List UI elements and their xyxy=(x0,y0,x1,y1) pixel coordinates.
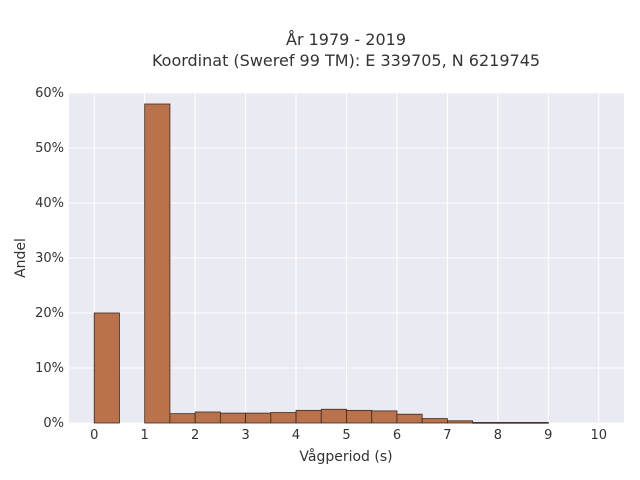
histogram-bar xyxy=(144,103,171,424)
histogram-bar xyxy=(522,422,549,424)
y-tick-label: 40% xyxy=(35,196,64,211)
histogram-bar xyxy=(320,408,347,424)
histogram-bar xyxy=(295,409,322,424)
y-tick-label: 10% xyxy=(35,361,64,376)
x-tick-label: 9 xyxy=(544,428,552,443)
x-tick-label: 4 xyxy=(292,428,300,443)
histogram-bar xyxy=(371,410,398,424)
x-tick-label: 0 xyxy=(90,428,98,443)
histogram-bar xyxy=(346,409,373,424)
histogram-bar xyxy=(447,420,474,424)
x-axis-ticks: 0 1 2 3 4 5 6 7 8 9 10 xyxy=(90,428,607,443)
x-tick-label: 10 xyxy=(590,428,607,443)
chart-title-line-2: Koordinat (Sweref 99 TM): E 339705, N 62… xyxy=(152,51,540,70)
histogram-bar xyxy=(497,422,524,424)
y-tick-label: 20% xyxy=(35,306,64,321)
bars xyxy=(93,103,549,424)
x-tick-label: 7 xyxy=(443,428,451,443)
histogram-bar xyxy=(93,312,120,424)
x-tick-label: 1 xyxy=(141,428,149,443)
x-tick-label: 2 xyxy=(191,428,199,443)
y-axis-label: Andel xyxy=(13,238,29,278)
x-tick-label: 8 xyxy=(494,428,502,443)
x-tick-label: 6 xyxy=(393,428,401,443)
y-axis-ticks: 0% 10% 20% 30% 40% 50% 60% xyxy=(35,86,64,431)
histogram-bar xyxy=(396,413,423,424)
histogram-bar xyxy=(245,412,272,424)
chart-title-line-1: År 1979 - 2019 xyxy=(286,30,406,49)
y-tick-label: 50% xyxy=(35,141,64,156)
histogram-bar xyxy=(194,411,221,424)
y-tick-label: 60% xyxy=(35,86,64,101)
x-axis-label: Vågperiod (s) xyxy=(299,448,392,465)
x-tick-label: 5 xyxy=(342,428,350,443)
y-tick-label: 30% xyxy=(35,251,64,266)
histogram-bar xyxy=(421,418,448,424)
histogram-bar xyxy=(169,413,196,424)
histogram-bar xyxy=(270,412,297,424)
x-tick-label: 3 xyxy=(241,428,249,443)
histogram-bar xyxy=(219,412,246,424)
y-tick-label: 0% xyxy=(43,416,64,431)
histogram-bar xyxy=(472,422,499,424)
